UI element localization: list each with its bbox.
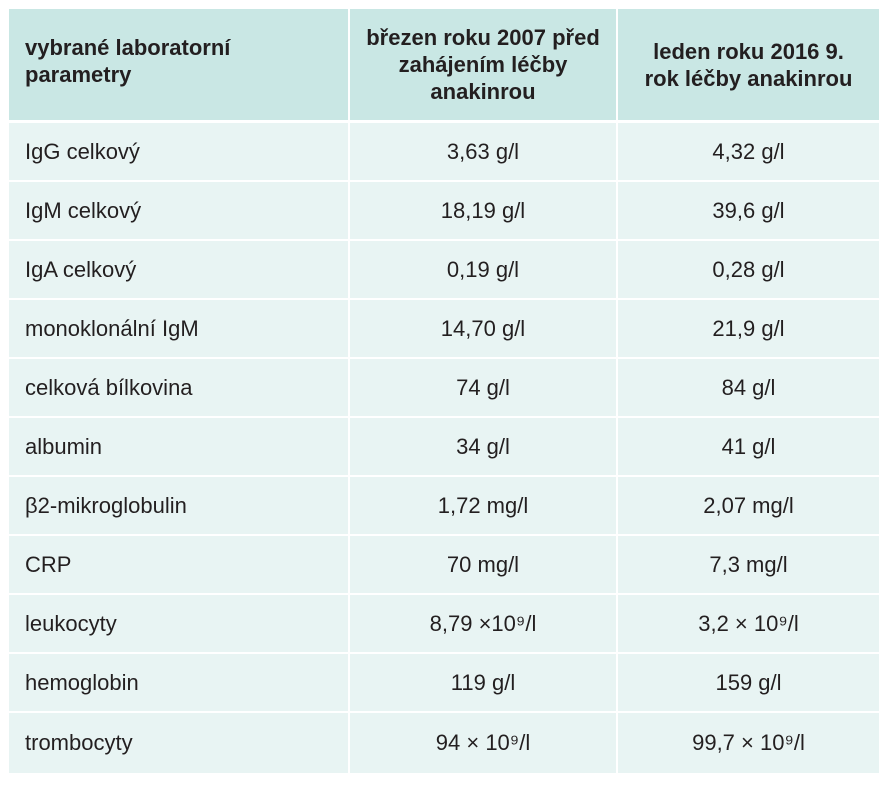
header-parameter: vybrané laboratorní parametry	[9, 9, 349, 123]
value-2016: 99,7 × 10⁹/l	[616, 712, 879, 775]
table-row: leukocyty 8,79 ×10⁹/l 3,2 × 10⁹/l	[9, 594, 879, 654]
value-2016: 3,2 × 10⁹/l	[616, 594, 879, 654]
parameter-name: celková bílkovina	[9, 358, 349, 418]
parameter-name: leukocyty	[9, 594, 349, 654]
value-2016: 21,9 g/l	[616, 299, 879, 359]
value-2016: 7,3 mg/l	[616, 535, 879, 595]
header-row: vybrané laboratorní parametry březen rok…	[9, 9, 879, 123]
value-2007: 34 g/l	[348, 417, 617, 477]
table-row: trombocyty 94 × 10⁹/l 99,7 × 10⁹/l	[9, 712, 879, 775]
value-2007: 94 × 10⁹/l	[348, 712, 617, 775]
lab-parameters-table: vybrané laboratorní parametry březen rok…	[9, 9, 879, 775]
value-2016: 41 g/l	[616, 417, 879, 477]
value-2007: 3,63 g/l	[348, 121, 617, 182]
value-2007: 14,70 g/l	[348, 299, 617, 359]
value-2007: 8,79 ×10⁹/l	[348, 594, 617, 654]
parameter-name: hemoglobin	[9, 653, 349, 713]
parameter-name: CRP	[9, 535, 349, 595]
parameter-name: trombocyty	[9, 712, 349, 775]
table-row: CRP 70 mg/l 7,3 mg/l	[9, 535, 879, 595]
parameter-name: IgM celkový	[9, 181, 349, 241]
value-2007: 74 g/l	[348, 358, 617, 418]
parameter-name: β2-mikroglobulin	[9, 476, 349, 536]
table-row: monoklonální IgM 14,70 g/l 21,9 g/l	[9, 299, 879, 359]
table-row: albumin 34 g/l 41 g/l	[9, 417, 879, 477]
parameter-name: monoklonální IgM	[9, 299, 349, 359]
value-2007: 18,19 g/l	[348, 181, 617, 241]
table-row: β2-mikroglobulin 1,72 mg/l 2,07 mg/l	[9, 476, 879, 536]
value-2016: 4,32 g/l	[616, 121, 879, 182]
value-2007: 0,19 g/l	[348, 240, 617, 300]
lab-parameters-table-container: vybrané laboratorní parametry březen rok…	[9, 9, 879, 775]
table-row: hemoglobin 119 g/l 159 g/l	[9, 653, 879, 713]
table-row: IgG celkový 3,63 g/l 4,32 g/l	[9, 121, 879, 182]
value-2016: 159 g/l	[616, 653, 879, 713]
parameter-name: IgA celkový	[9, 240, 349, 300]
parameter-name: albumin	[9, 417, 349, 477]
value-2007: 119 g/l	[348, 653, 617, 713]
header-march-2007: březen roku 2007 před zahájením léčby an…	[348, 9, 617, 123]
table-row: IgM celkový 18,19 g/l 39,6 g/l	[9, 181, 879, 241]
value-2007: 1,72 mg/l	[348, 476, 617, 536]
value-2016: 2,07 mg/l	[616, 476, 879, 536]
table-row: celková bílkovina 74 g/l 84 g/l	[9, 358, 879, 418]
value-2007: 70 mg/l	[348, 535, 617, 595]
table-row: IgA celkový 0,19 g/l 0,28 g/l	[9, 240, 879, 300]
value-2016: 39,6 g/l	[616, 181, 879, 241]
value-2016: 0,28 g/l	[616, 240, 879, 300]
header-january-2016: leden roku 2016 9. rok léčby anakinrou	[616, 9, 879, 123]
parameter-name: IgG celkový	[9, 121, 349, 182]
table-body: IgG celkový 3,63 g/l 4,32 g/l IgM celkov…	[9, 121, 879, 775]
value-2016: 84 g/l	[616, 358, 879, 418]
table-header: vybrané laboratorní parametry březen rok…	[9, 9, 879, 123]
